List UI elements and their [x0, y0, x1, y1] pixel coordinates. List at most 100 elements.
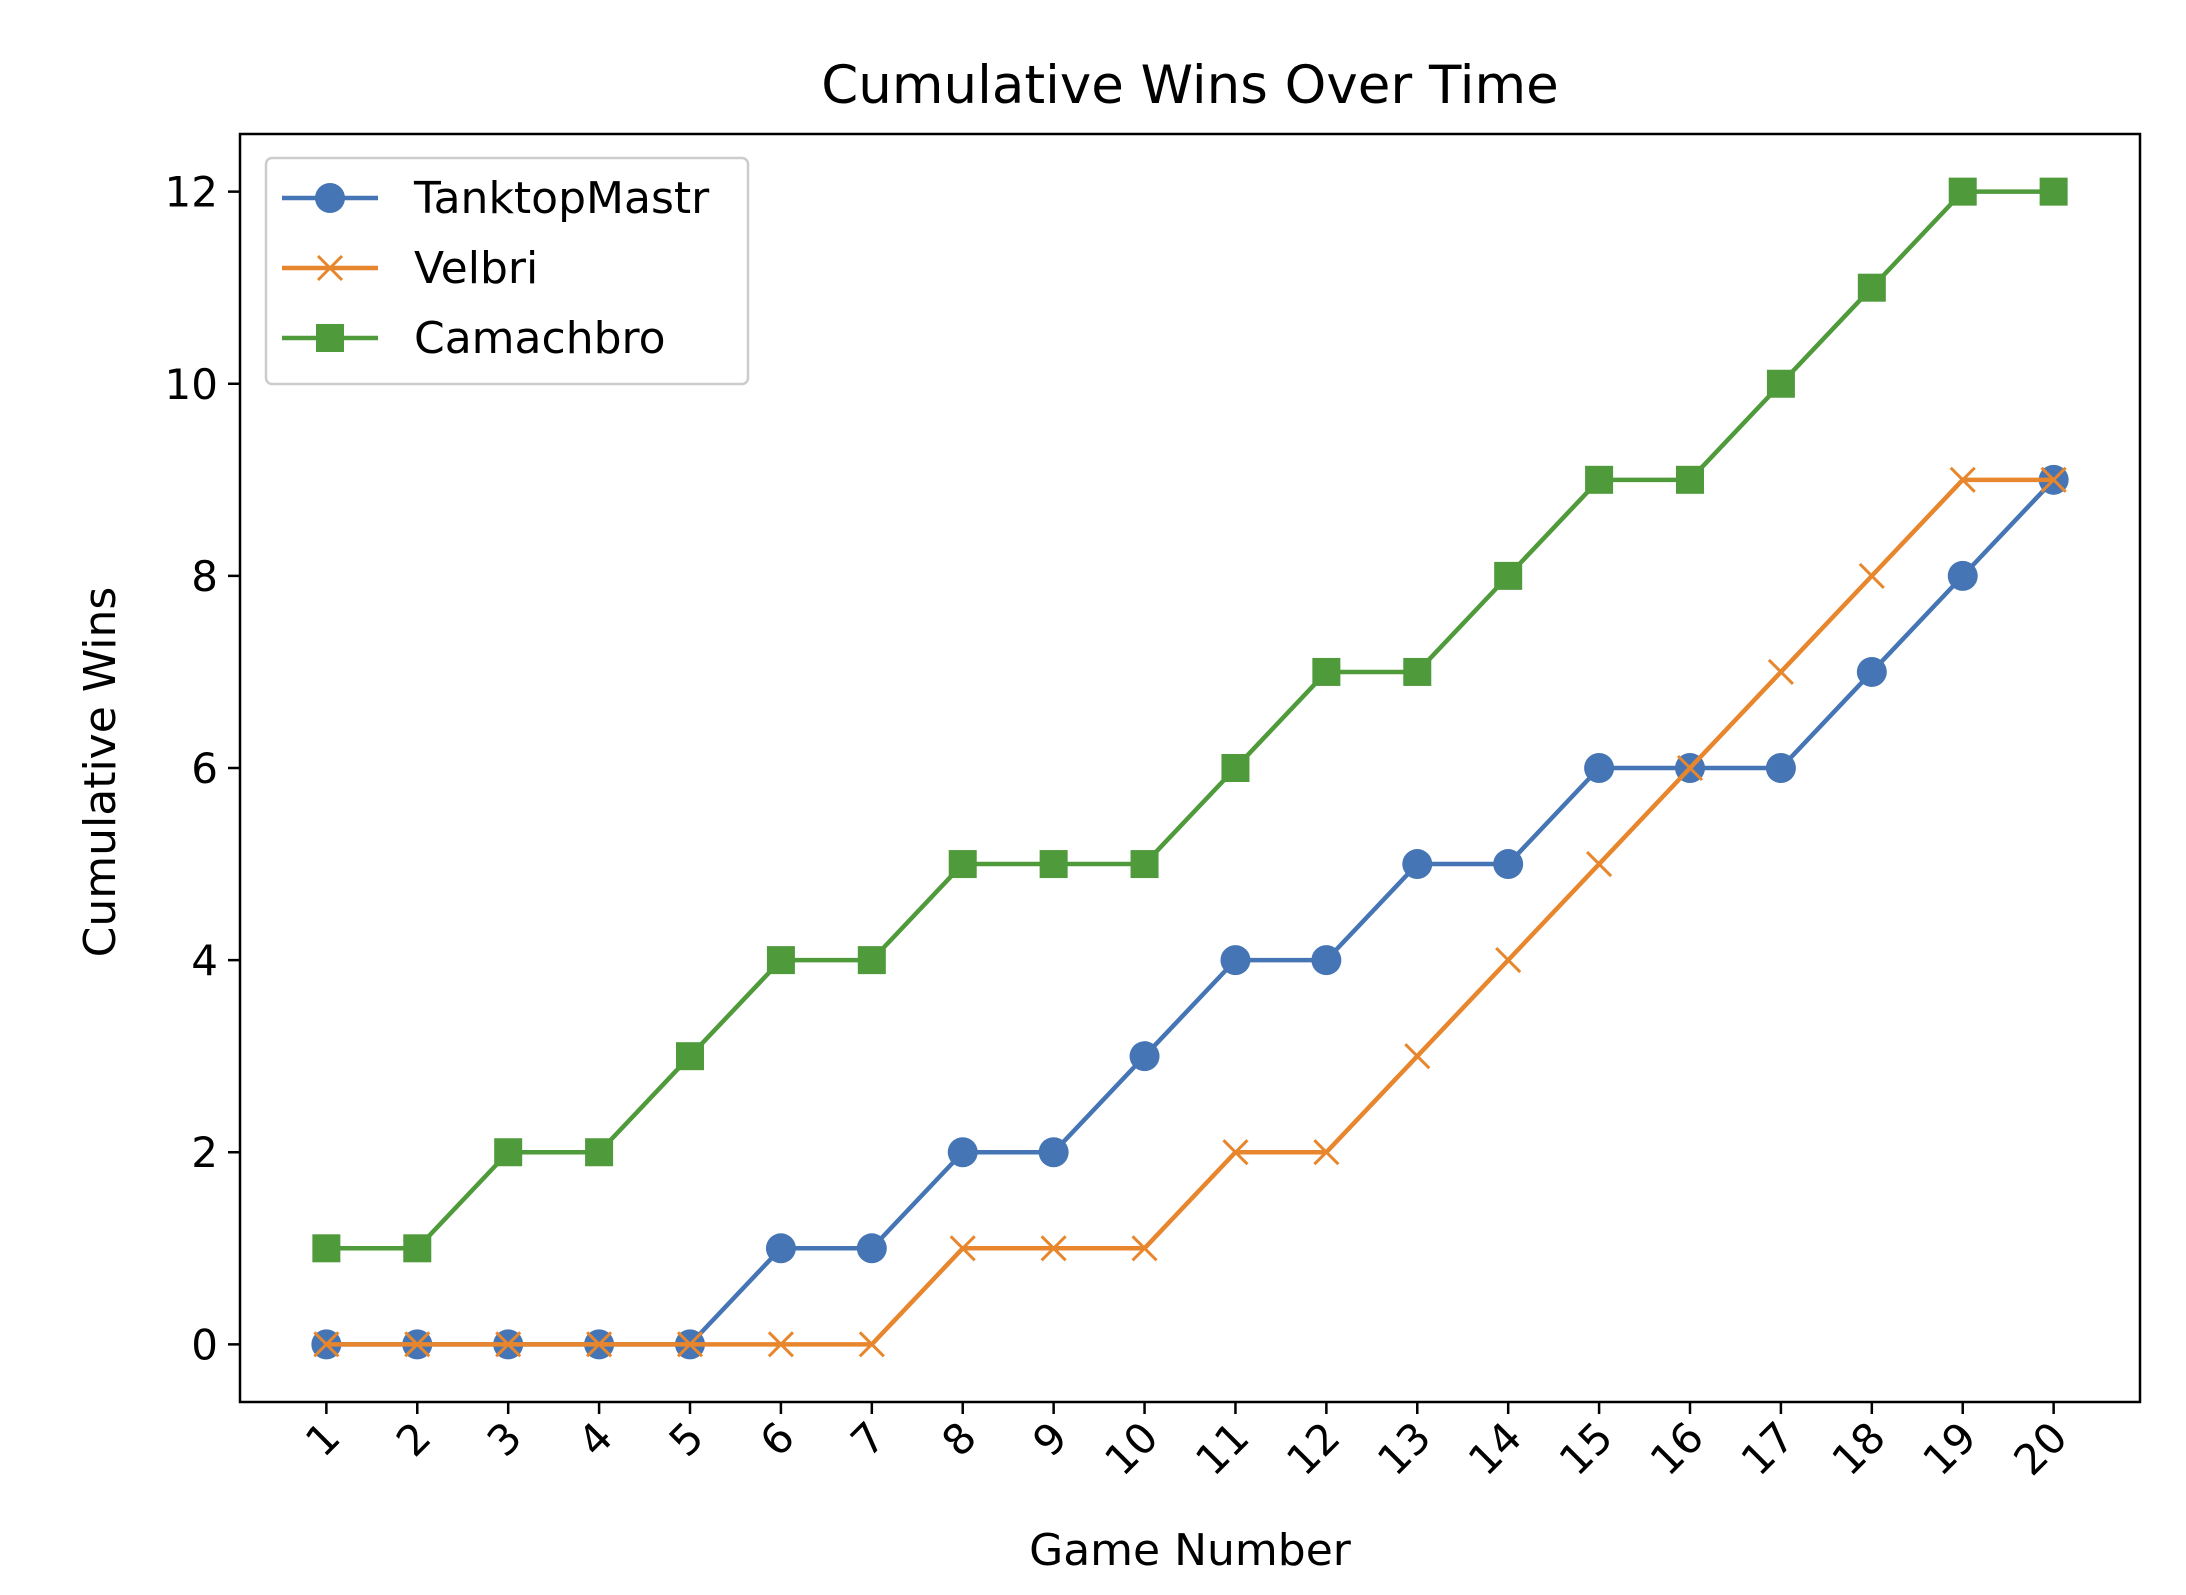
data-point	[857, 946, 886, 975]
data-point	[1584, 753, 1615, 783]
data-point	[1949, 466, 1976, 493]
marker-stroke	[1858, 562, 1885, 589]
plot-frame	[238, 132, 2142, 1404]
data-point	[1493, 849, 1524, 880]
marker-stroke	[316, 254, 344, 282]
marker-stroke	[949, 1235, 976, 1262]
data-point	[1586, 850, 1613, 878]
y-tick-label: 8	[191, 552, 218, 601]
x-tick-label: 14	[1459, 1412, 1531, 1484]
data-point	[1040, 1235, 1067, 1262]
data-point	[1495, 947, 1522, 974]
marker-stroke	[586, 1331, 613, 1358]
x-tick-label: 19	[1913, 1412, 1985, 1484]
y-tick-label: 4	[191, 936, 218, 985]
data-point	[1313, 1139, 1340, 1166]
data-point	[1403, 657, 1432, 686]
chart-title: Cumulative Wins Over Time	[821, 55, 1558, 116]
data-point	[1765, 753, 1796, 783]
x-tick-label: 4	[569, 1412, 623, 1466]
y-tick-label: 10	[165, 360, 218, 409]
marker-stroke	[1404, 1043, 1431, 1070]
y-tick-label: 2	[191, 1128, 218, 1177]
data-point	[586, 1331, 613, 1358]
legend-marker	[316, 254, 344, 282]
legend-marker	[315, 183, 345, 213]
x-tick-label: 12	[1277, 1412, 1349, 1484]
marker-stroke	[1040, 1235, 1067, 1262]
marker-stroke	[2040, 466, 2067, 493]
series-line	[324, 477, 2056, 1347]
marker-stroke	[1586, 850, 1613, 878]
x-tick-label: 13	[1368, 1412, 1440, 1484]
data-point	[1222, 1139, 1249, 1166]
data-point	[585, 1138, 614, 1167]
y-axis-label: Cumulative Wins	[75, 587, 126, 958]
data-point	[1947, 560, 1978, 591]
x-tick-label: 9	[1023, 1412, 1077, 1466]
data-point	[767, 1331, 794, 1358]
x-tick-label: 3	[478, 1412, 532, 1466]
x-tick-label: 16	[1641, 1412, 1713, 1484]
data-point	[404, 1331, 431, 1358]
legend-entry: Camachbro	[282, 313, 666, 364]
marker-stroke	[676, 1331, 704, 1358]
data-point	[1676, 465, 1704, 494]
marker-stroke	[1131, 1235, 1158, 1262]
x-tick-label: 7	[841, 1412, 895, 1466]
y-tick-label: 12	[165, 168, 218, 217]
x-tick-label: 2	[387, 1412, 441, 1466]
marker-stroke	[313, 1331, 340, 1358]
marker-stroke	[767, 1331, 794, 1358]
data-point	[947, 1137, 978, 1168]
marker-stroke	[1495, 947, 1522, 974]
y-tick-label: 6	[191, 744, 218, 793]
marker-stroke	[1767, 658, 1794, 686]
data-point	[856, 1233, 887, 1264]
y-axis: 0 2 4 6 8 10 12	[165, 168, 240, 1369]
data-point	[312, 1234, 341, 1263]
data-point	[676, 1331, 704, 1358]
data-point	[1494, 561, 1523, 590]
marker-stroke	[1949, 466, 1976, 493]
data-point	[1039, 850, 1068, 879]
data-point	[1312, 657, 1341, 686]
data-point	[1766, 369, 1795, 398]
series-line	[324, 477, 2056, 1347]
data-point	[403, 1234, 432, 1263]
data-point	[1038, 1137, 1069, 1168]
data-point	[676, 1042, 704, 1071]
x-tick-label: 11	[1186, 1412, 1258, 1484]
data-point	[948, 850, 977, 879]
y-tick-label: 0	[191, 1320, 218, 1369]
marker-stroke	[1676, 754, 1704, 782]
data-point	[1585, 465, 1614, 494]
data-point	[766, 946, 795, 975]
marker-stroke	[1313, 1139, 1340, 1166]
data-point	[1856, 656, 1887, 687]
plot-area	[311, 177, 2069, 1360]
series-velbri	[313, 466, 2067, 1358]
data-point	[1948, 177, 1977, 206]
data-point	[1221, 754, 1250, 782]
data-point	[494, 1138, 523, 1167]
data-point	[1129, 1041, 1160, 1072]
marker-stroke	[495, 1331, 522, 1358]
x-tick-label: 6	[750, 1412, 804, 1466]
series-camachbro	[312, 177, 2068, 1263]
legend: TanktopMastr Velbri Camachbro	[264, 156, 750, 386]
x-axis-label: Game Number	[1029, 1525, 1352, 1576]
x-tick-label: 17	[1732, 1412, 1804, 1484]
x-tick-label: 8	[932, 1412, 986, 1466]
data-point	[1676, 754, 1704, 782]
x-tick-label: 20	[2004, 1412, 2076, 1484]
data-point	[1402, 849, 1433, 880]
legend-label: TanktopMastr	[413, 173, 710, 224]
x-tick-label: 5	[660, 1412, 714, 1466]
x-tick-label: 15	[1550, 1412, 1622, 1484]
data-point	[949, 1235, 976, 1262]
x-tick-label: 1	[296, 1412, 350, 1466]
data-point	[1857, 273, 1886, 302]
